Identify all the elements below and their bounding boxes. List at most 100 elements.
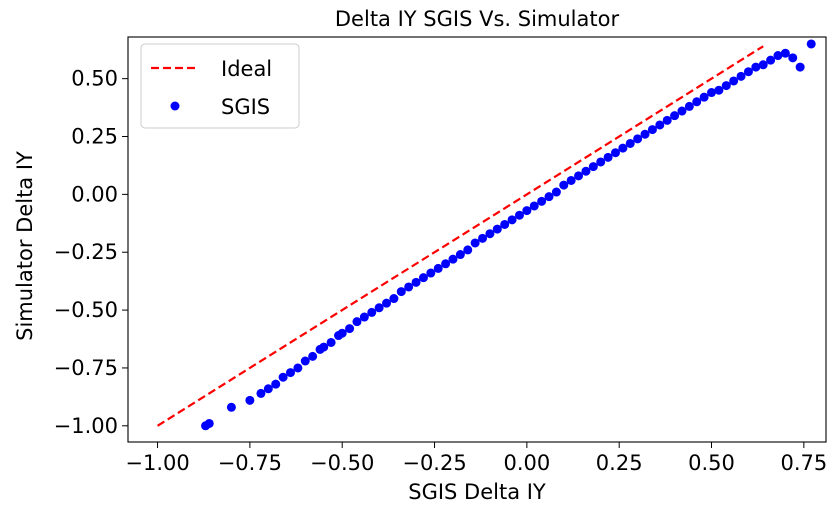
- chart-title: Delta IY SGIS Vs. Simulator: [335, 7, 620, 31]
- sgis-point: [337, 328, 347, 338]
- sgis-point: [721, 81, 731, 91]
- x-tick-label: −1.00: [125, 451, 189, 475]
- sgis-point: [514, 210, 524, 220]
- legend: Ideal SGIS: [140, 43, 300, 129]
- sgis-point: [374, 303, 384, 313]
- sgis-point: [544, 192, 554, 202]
- y-axis-label: Simulator Delta IY: [13, 151, 37, 341]
- y-tick-label: 0.25: [71, 125, 118, 149]
- sgis-point: [507, 215, 517, 225]
- sgis-point: [684, 101, 694, 111]
- sgis-point: [271, 379, 281, 389]
- x-tick-label: 0.25: [596, 451, 643, 475]
- sgis-point: [293, 363, 303, 373]
- sgis-point: [788, 53, 798, 63]
- x-axis-label: SGIS Delta IY: [408, 480, 546, 504]
- sgis-point: [559, 180, 569, 190]
- sgis-point: [588, 162, 598, 172]
- sgis-point: [319, 342, 329, 352]
- sgis-point: [692, 97, 702, 107]
- sgis-point: [625, 138, 635, 148]
- sgis-point: [773, 51, 783, 61]
- y-tick-label: −1.00: [54, 414, 118, 438]
- sgis-point: [610, 148, 620, 158]
- x-tick-label: 0.50: [688, 451, 735, 475]
- sgis-point: [256, 388, 266, 398]
- sgis-point: [389, 294, 399, 304]
- sgis-point: [500, 219, 510, 229]
- sgis-point: [729, 76, 739, 86]
- sgis-point: [707, 88, 717, 98]
- sgis-point: [596, 157, 606, 167]
- sgis-point: [529, 201, 539, 211]
- y-tick-label: −0.50: [54, 298, 118, 322]
- sgis-point: [758, 60, 768, 70]
- sgis-point: [359, 312, 369, 322]
- sgis-point: [411, 277, 421, 287]
- x-tick-label: −0.25: [402, 451, 466, 475]
- sgis-point: [300, 356, 310, 366]
- sgis-point: [426, 268, 436, 278]
- sgis-point: [699, 92, 709, 102]
- sgis-point: [670, 111, 680, 121]
- sgis-point: [633, 134, 643, 144]
- sgis-point: [574, 171, 584, 181]
- sgis-point: [418, 273, 428, 283]
- sgis-point: [226, 402, 236, 412]
- sgis-point: [455, 250, 465, 260]
- sgis-point: [263, 384, 273, 394]
- sgis-point: [566, 175, 576, 185]
- y-tick-label: −0.75: [54, 356, 118, 380]
- sgis-point: [581, 166, 591, 176]
- sgis-point: [441, 259, 451, 269]
- sgis-point: [551, 187, 561, 197]
- legend-sgis-label: SGIS: [221, 95, 270, 119]
- x-tick-label: 0.00: [503, 451, 550, 475]
- sgis-point: [448, 254, 458, 264]
- sgis-point: [308, 351, 318, 361]
- sgis-point: [463, 245, 473, 255]
- sgis-point: [522, 206, 532, 216]
- sgis-point: [470, 238, 480, 248]
- sgis-point: [751, 62, 761, 72]
- sgis-point: [478, 233, 488, 243]
- sgis-point: [433, 263, 443, 273]
- sgis-point: [766, 55, 776, 65]
- sgis-point: [647, 125, 657, 135]
- axis-ticks: −1.00 −0.75 −0.50 −0.25 0.00 0.25 0.50 0.75 −1.0…: [54, 67, 828, 475]
- y-tick-label: 0.50: [71, 67, 118, 91]
- sgis-point: [204, 418, 214, 428]
- sgis-point: [285, 368, 295, 378]
- sgis-point: [743, 67, 753, 77]
- sgis-point: [677, 106, 687, 116]
- sgis-point: [345, 324, 355, 334]
- sgis-point: [485, 229, 495, 239]
- sgis-point: [492, 224, 502, 234]
- y-tick-label: −0.25: [54, 240, 118, 264]
- sgis-point: [367, 307, 377, 317]
- sgis-point: [404, 282, 414, 292]
- x-tick-label: −0.75: [218, 451, 282, 475]
- sgis-point: [806, 39, 816, 49]
- legend-frame: [140, 43, 300, 129]
- sgis-point: [326, 337, 336, 347]
- legend-sgis-swatch: [170, 101, 180, 111]
- sgis-point: [618, 143, 628, 153]
- data-layer: [156, 39, 816, 431]
- x-tick-label: 0.75: [780, 451, 827, 475]
- sgis-point: [537, 196, 547, 206]
- sgis-point: [382, 298, 392, 308]
- plot-area-frame: [127, 36, 827, 443]
- ideal-line: [156, 45, 764, 427]
- y-tick-label: 0.00: [71, 182, 118, 206]
- sgis-point: [780, 48, 790, 58]
- sgis-point: [245, 395, 255, 405]
- sgis-point: [714, 85, 724, 95]
- sgis-point: [795, 62, 805, 72]
- sgis-point: [396, 287, 406, 297]
- sgis-point: [640, 129, 650, 139]
- sgis-point: [603, 152, 613, 162]
- sgis-point: [352, 317, 362, 327]
